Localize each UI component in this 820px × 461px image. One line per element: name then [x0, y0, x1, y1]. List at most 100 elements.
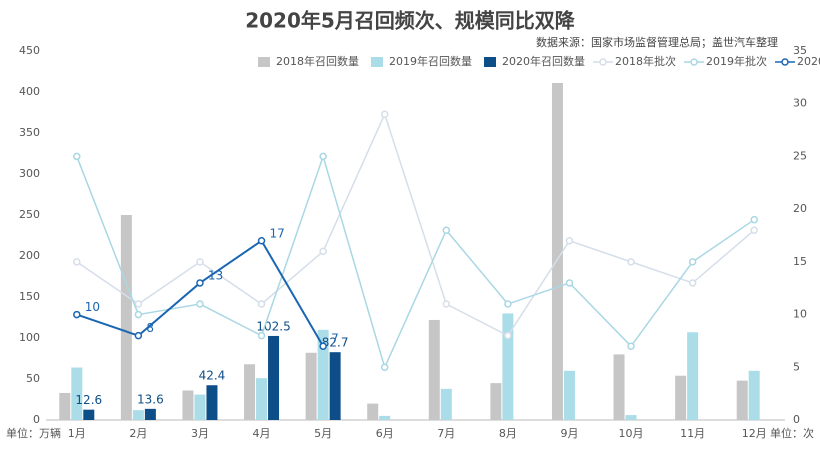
- line-value-label: 8: [146, 321, 154, 335]
- y-tick-label: 450: [19, 44, 40, 57]
- bar: [206, 385, 218, 420]
- x-tick-label: 2月: [129, 427, 147, 440]
- y-tick-label: 300: [19, 167, 40, 180]
- legend-label: 2018年批次: [615, 54, 676, 68]
- bar: [613, 354, 625, 420]
- line-point: [504, 300, 512, 308]
- bar: [244, 364, 256, 420]
- bar: [367, 403, 379, 420]
- y2-tick-label: 5: [793, 360, 800, 373]
- chart-title: 2020年5月召回频次、规模同比双降: [245, 9, 576, 33]
- line-point: [319, 247, 327, 256]
- bar: [317, 329, 329, 420]
- bar: [268, 335, 280, 420]
- bar-value-label: 12.6: [75, 393, 102, 407]
- line-value-label: 7: [331, 332, 339, 346]
- source: 数据来源：国家市场监督管理总局；盖世汽车整理: [536, 35, 778, 49]
- bar: [132, 410, 144, 420]
- bar: [305, 352, 317, 420]
- bar: [59, 392, 71, 420]
- line-point: [565, 237, 574, 245]
- line-point: [688, 258, 697, 266]
- line-point: [565, 279, 574, 287]
- bar: [71, 367, 83, 420]
- bar: [563, 370, 575, 420]
- y-tick-label: 150: [19, 290, 40, 303]
- x-tick-label: 9月: [560, 427, 578, 440]
- y2-tick-label: 15: [793, 255, 807, 268]
- x-tick-label: 6月: [376, 427, 394, 440]
- bar: [502, 313, 514, 420]
- legend-label: 2018年召回数量: [276, 54, 359, 68]
- legend-label: 2019年批次: [706, 54, 767, 68]
- line-point: [627, 258, 635, 266]
- bar: [687, 332, 699, 420]
- x-tick-label: 1月: [68, 427, 86, 440]
- line-point: [134, 310, 143, 319]
- line-point: [196, 300, 204, 308]
- legend-swatch: [371, 57, 383, 67]
- bar: [748, 370, 760, 420]
- line-value-label: 10: [85, 300, 100, 314]
- bar: [428, 319, 440, 420]
- line-point: [257, 237, 266, 245]
- x-tick-label: 4月: [253, 427, 271, 440]
- y2-tick-label: 10: [793, 308, 807, 321]
- x-tick-label: 8月: [499, 427, 517, 440]
- y-tick-label: 0: [33, 413, 40, 426]
- legend-swatch: [484, 57, 496, 67]
- line-point: [257, 300, 266, 308]
- line-point: [73, 310, 81, 319]
- y2-tick-label: 25: [793, 149, 807, 162]
- legend-swatch: [781, 58, 789, 66]
- legend-label: 2019年召回数量: [389, 54, 472, 68]
- line-point: [134, 331, 143, 340]
- bar: [194, 394, 206, 420]
- line-point: [319, 342, 327, 350]
- y2-tick-label: 30: [793, 97, 807, 110]
- legend-swatch: [599, 58, 607, 66]
- bar-value-label: 82.7: [322, 336, 349, 350]
- line: [76, 112, 755, 337]
- line: [76, 153, 755, 370]
- legend-swatch: [690, 58, 698, 66]
- x-tick-label: 12月: [742, 427, 767, 440]
- bar-value-label: 102.5: [256, 319, 290, 333]
- line-point: [380, 363, 389, 372]
- legend-swatch: [258, 57, 270, 67]
- y-tick-label: 50: [26, 372, 40, 385]
- line-point: [688, 279, 697, 287]
- line-point: [196, 279, 204, 287]
- line-point: [73, 258, 81, 266]
- bar: [182, 390, 194, 420]
- bar: [440, 388, 452, 420]
- bar-value-label: 13.6: [137, 392, 164, 406]
- bar-value-label: 42.4: [199, 369, 226, 383]
- x-tick-label: 11月: [680, 427, 705, 440]
- bar: [675, 375, 687, 420]
- line-point: [380, 110, 389, 119]
- y2-unit: 单位：次: [770, 426, 814, 440]
- line-point: [442, 300, 451, 308]
- bar: [490, 383, 502, 420]
- line-point: [196, 258, 204, 266]
- line-point: [750, 215, 758, 224]
- x-tick-label: 7月: [437, 427, 455, 440]
- bar: [551, 82, 563, 420]
- line-point: [319, 152, 327, 161]
- line-point: [257, 331, 266, 340]
- y-tick-label: 400: [19, 85, 40, 98]
- y-tick-label: 250: [19, 208, 40, 221]
- x-tick-label: 5月: [314, 427, 332, 440]
- line-point: [134, 300, 143, 308]
- bar: [329, 352, 341, 420]
- y2-tick-label: 35: [793, 44, 807, 57]
- line-value-label: 13: [208, 268, 223, 282]
- line-point: [504, 331, 512, 340]
- bar: [83, 409, 95, 420]
- x-tick-label: 10月: [619, 427, 644, 440]
- line-point: [750, 226, 758, 234]
- y-tick-label: 100: [19, 331, 40, 344]
- legend-label: 2020年批次: [797, 54, 820, 68]
